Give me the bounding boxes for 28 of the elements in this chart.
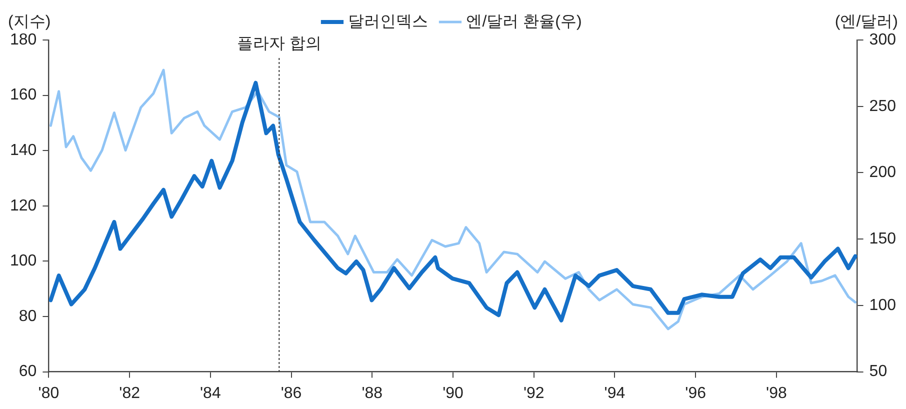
y-tick-label: 140	[10, 142, 37, 160]
x-tick-label: '96	[685, 384, 706, 402]
x-tick-label: '90	[442, 384, 464, 402]
y-tick-label: 180	[10, 31, 37, 48]
y2-tick-label: 50	[869, 363, 888, 380]
x-tick-label: '80	[38, 384, 60, 402]
x-tick-label: '94	[604, 384, 626, 402]
y-axis-title: (지수)	[8, 13, 51, 30]
y2-tick-label: 100	[869, 296, 896, 314]
y2-tick-label: 300	[869, 31, 896, 48]
x-tick-label: '84	[200, 384, 221, 402]
y2-axis-title: (엔/달러)	[834, 13, 898, 30]
y2-tick-label: 150	[869, 230, 896, 248]
y-tick-label: 60	[18, 363, 37, 380]
y-tick-label: 100	[10, 252, 37, 270]
x-tick-label: '88	[362, 384, 383, 402]
ref-line-label: 플라자 합의	[236, 35, 322, 52]
legend-label: 달러인덱스	[348, 13, 428, 30]
x-tick-label: '92	[523, 384, 544, 402]
y2-tick-label: 250	[869, 98, 896, 115]
legend-label: 엔/달러 환율(우)	[466, 13, 582, 30]
y-tick-label: 160	[10, 86, 37, 104]
x-tick-label: '82	[119, 384, 140, 402]
y-tick-label: 120	[10, 197, 37, 214]
x-tick-label: '98	[766, 384, 787, 402]
y-tick-label: 80	[18, 308, 37, 325]
y2-tick-label: 200	[869, 164, 896, 182]
x-tick-label: '86	[280, 384, 302, 402]
